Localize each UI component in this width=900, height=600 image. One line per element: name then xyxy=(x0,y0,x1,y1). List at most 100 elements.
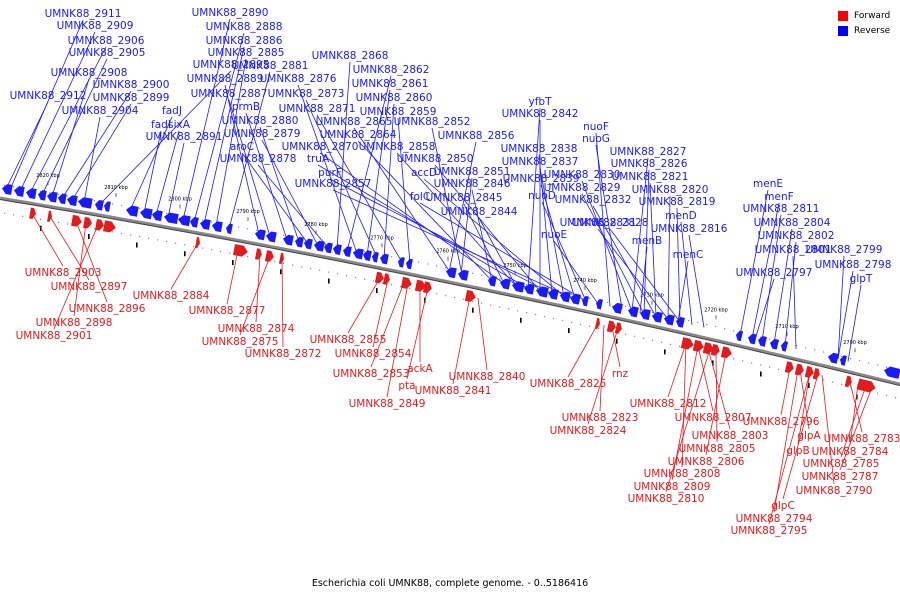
reverse-gene-arrow xyxy=(190,217,199,228)
reverse-gene-label: UMNK88_2868 xyxy=(312,50,389,62)
forward-gene-label: UMNK88_2796 xyxy=(743,416,820,428)
forward-gene-label: UMNK88_2874 xyxy=(218,323,295,335)
forward-gene-label: UMNK88_2810 xyxy=(628,493,705,505)
reverse-leader-line xyxy=(597,228,669,320)
reverse-gene-arrow xyxy=(14,186,25,197)
reverse-gene-label: UMNK88_2816 xyxy=(651,223,728,235)
reverse-gene-label: nuoD xyxy=(528,190,556,202)
reverse-gene-label: UMNK88_2821 xyxy=(612,171,689,183)
forward-leader-line xyxy=(715,350,718,443)
guide-dot xyxy=(562,291,564,293)
forward-gene-label: rnz xyxy=(612,368,629,380)
forward-gene-label: UMNK88_2803 xyxy=(692,430,769,442)
reverse-leader-line xyxy=(754,278,775,340)
guide-dot xyxy=(652,311,654,313)
reverse-leader-line xyxy=(595,144,623,310)
reverse-gene-label: menE xyxy=(753,178,783,190)
forward-gene-label: UMNK88_2896 xyxy=(69,303,146,315)
track-tick xyxy=(472,307,474,313)
reverse-leader-line xyxy=(193,32,245,223)
reverse-gene-arrow xyxy=(446,267,457,279)
reverse-gene-label: UMNK88_2830 xyxy=(544,169,621,181)
guide-dot xyxy=(868,362,870,364)
reverse-leader-line xyxy=(463,203,505,284)
reverse-gene-label: UMNK88_2804 xyxy=(754,217,831,229)
reverse-gene-label: UMNK88_2857 xyxy=(295,178,372,190)
reverse-gene-arrow xyxy=(840,355,848,366)
forward-leader-line xyxy=(226,250,239,305)
guide-dot xyxy=(409,287,411,289)
reverse-leader-line xyxy=(228,99,271,237)
reverse-gene-arrow xyxy=(47,191,58,203)
kbp-tick-label: 2720 kbp xyxy=(704,307,728,313)
guide-dot xyxy=(13,186,15,188)
reverse-gene-label: UMNK88_2846 xyxy=(434,178,511,190)
kbp-tick-label: 2780 kbp xyxy=(304,222,328,228)
reverse-gene-label: nuoF xyxy=(583,121,609,133)
forward-leader-line xyxy=(75,220,108,303)
forward-gene-label: glpC xyxy=(771,500,795,512)
reverse-gene-arrow xyxy=(628,306,639,318)
reverse-leader-line xyxy=(228,71,271,229)
guide-dot xyxy=(454,296,456,299)
track-tick xyxy=(856,394,858,400)
forward-gene-arrow xyxy=(692,339,704,352)
forward-gene-label: UMNK88_2806 xyxy=(668,456,745,468)
reverse-leader-line xyxy=(203,46,245,224)
guide-dot xyxy=(67,223,69,225)
reverse-leader-line xyxy=(540,184,576,299)
guide-dot xyxy=(508,308,510,310)
reverse-leader-line xyxy=(631,157,649,312)
guide-dot xyxy=(805,347,807,349)
forward-leader-line xyxy=(611,326,621,368)
guide-dot xyxy=(715,326,717,328)
forward-gene-arrow xyxy=(794,363,804,376)
reverse-gene-label: UMNK88_2831 xyxy=(560,217,637,229)
reverse-gene-label: UMNK88_2850 xyxy=(397,153,474,165)
guide-dot xyxy=(283,262,285,264)
reverse-gene-arrow xyxy=(67,195,78,207)
reverse-leader-line xyxy=(423,178,565,297)
reverse-gene-label: menC xyxy=(673,249,704,261)
reverse-leader-line xyxy=(19,31,96,192)
forward-gene-arrow xyxy=(232,244,248,257)
reverse-gene-arrow xyxy=(26,188,37,199)
guide-dot xyxy=(850,358,852,360)
reverse-leader-line xyxy=(383,103,395,259)
forward-gene-arrow xyxy=(680,337,694,350)
guide-dot xyxy=(823,351,825,353)
reverse-leader-line xyxy=(336,61,351,250)
forward-gene-arrow xyxy=(400,276,412,289)
forward-leader-line xyxy=(849,381,863,433)
reverse-leader-line xyxy=(527,107,541,289)
track-tick xyxy=(712,360,714,366)
guide-dot xyxy=(229,252,231,254)
guide-dot xyxy=(499,278,501,280)
reverse-gene-label: UMNK88_2798 xyxy=(815,259,892,271)
reverse-leader-line xyxy=(245,112,288,240)
reverse-leader-line xyxy=(837,270,854,360)
forward-leader-line xyxy=(170,242,199,290)
forward-gene-label: UMNK88_2784 xyxy=(812,446,889,458)
track-tick xyxy=(280,269,282,275)
forward-gene-label: ackA xyxy=(407,363,433,375)
forward-gene-label: UMNK88_2787 xyxy=(802,471,879,483)
guide-dot xyxy=(22,215,24,217)
guide-dot xyxy=(301,266,303,268)
reverse-gene-arrow xyxy=(458,269,469,281)
legend-item-forward: Forward xyxy=(838,8,890,23)
reverse-gene-label: UMNK88_2908 xyxy=(51,67,128,79)
reverse-gene-label: UMNK88_2832 xyxy=(555,194,632,206)
reverse-leader-line xyxy=(51,78,90,197)
reverse-leader-line xyxy=(129,116,173,211)
reverse-gene-arrow xyxy=(226,223,233,235)
reverse-gene-arrow xyxy=(500,278,511,290)
forward-gene-arrow xyxy=(374,271,384,284)
guide-dot xyxy=(130,234,132,236)
reverse-gene-arrow xyxy=(770,338,779,350)
guide-dot xyxy=(625,305,627,307)
reverse-leader-line xyxy=(676,207,681,323)
forward-gene-label: UMNK88_2897 xyxy=(51,281,128,293)
reverse-gene-arrow xyxy=(781,341,788,352)
